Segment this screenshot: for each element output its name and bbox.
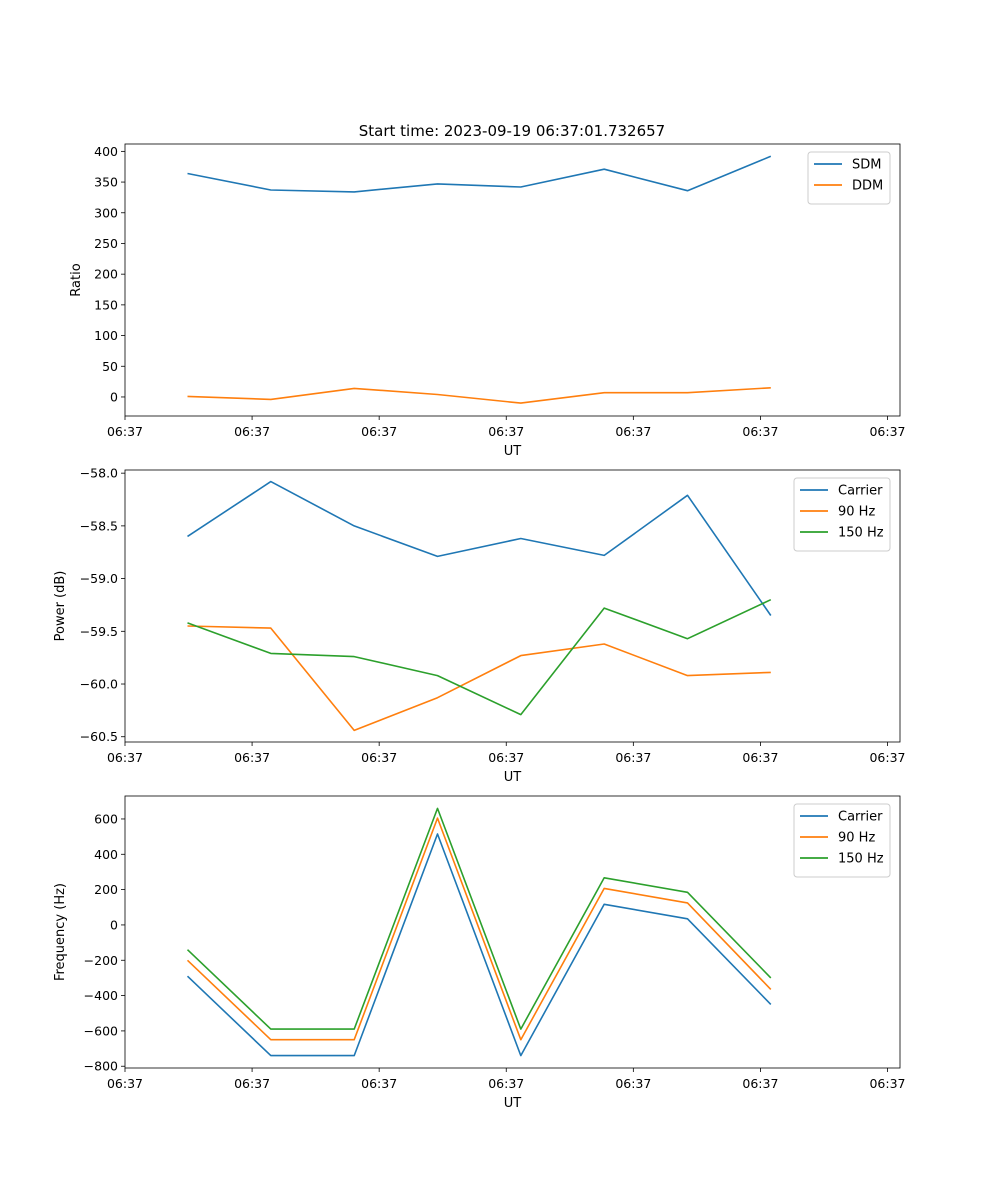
legend: SDM DDM [807, 151, 891, 205]
y-tick-label: −59.5 [80, 624, 118, 639]
x-tick-label: 06:37 [107, 1076, 143, 1091]
y-tick-label: 50 [102, 359, 118, 374]
legend-label: 150 Hz [838, 526, 884, 541]
y-tick-label: 100 [94, 328, 118, 343]
y-tick-label: −60.0 [80, 677, 118, 692]
x-tick-label: 06:37 [615, 1076, 651, 1091]
x-tick-label: 06:37 [107, 750, 143, 765]
x-tick-label: 06:37 [107, 424, 143, 439]
x-tick-label: 06:37 [742, 1076, 778, 1091]
y-tick-label: 250 [94, 236, 118, 251]
series-line-sdm [187, 155, 772, 193]
chart-panel-2: −60.5 −60.0 −59.5 −59.0 −58.5 −58.0 06:37 06:37… [53, 466, 906, 785]
x-tick-label: 06:37 [615, 750, 651, 765]
x-tick-label: 06:37 [742, 750, 778, 765]
series-line-90-hz [187, 625, 771, 732]
y-tick-label: 0 [110, 917, 118, 932]
y-tick-label: −600 [84, 1023, 118, 1038]
y-axis-label: Frequency (Hz) [53, 883, 68, 981]
y-tick-label: −200 [84, 953, 118, 968]
legend-label: DDM [852, 179, 883, 194]
series-line-ddm [187, 387, 771, 404]
x-tick-label: 06:37 [488, 750, 524, 765]
series-line-150-hz [186, 807, 772, 1030]
y-tick-label: 350 [94, 175, 118, 190]
y-tick-label: 600 [94, 811, 118, 826]
legend-label: Carrier [838, 484, 883, 499]
x-axis-label: UT [504, 770, 522, 785]
axes-frame [124, 795, 901, 1069]
y-tick-label: −800 [84, 1059, 118, 1074]
x-tick-label: 06:37 [234, 1076, 270, 1091]
series-line-carrier [187, 480, 772, 616]
legend: Carrier 90 Hz 150 Hz [793, 477, 891, 552]
y-tick-label: −59.0 [80, 571, 118, 586]
x-tick-label: 06:37 [361, 1076, 397, 1091]
axes-frame [124, 143, 901, 417]
series-line-90-hz [186, 817, 772, 1041]
x-tick-label: 06:37 [488, 424, 524, 439]
legend-label: Carrier [838, 810, 883, 825]
y-tick-label: −58.5 [80, 518, 118, 533]
series-line-carrier [186, 833, 772, 1057]
y-tick-label: 0 [110, 389, 118, 404]
series-line-150-hz [187, 598, 772, 716]
y-tick-label: −60.5 [80, 729, 118, 744]
y-tick-label: 200 [94, 882, 118, 897]
chart-panel-3: −800 −600 −400 −200 0 200 400 600 06:37 06:37 06:3… [53, 795, 906, 1111]
x-tick-label: 06:37 [742, 424, 778, 439]
x-tick-label: 06:37 [869, 1076, 905, 1091]
y-tick-label: 300 [94, 205, 118, 220]
x-tick-label: 06:37 [869, 750, 905, 765]
x-tick-label: 06:37 [615, 424, 651, 439]
x-tick-label: 06:37 [488, 1076, 524, 1091]
legend: Carrier 90 Hz 150 Hz [793, 803, 891, 878]
x-tick-label: 06:37 [361, 750, 397, 765]
y-axis-label: Power (dB) [53, 571, 68, 642]
legend-box [807, 151, 891, 205]
axes-frame [124, 469, 901, 743]
legend-label: 90 Hz [838, 831, 875, 846]
x-axis-label: UT [504, 1096, 522, 1111]
legend-label: SDM [852, 158, 881, 173]
x-tick-label: 06:37 [869, 424, 905, 439]
y-tick-label: 400 [94, 847, 118, 862]
y-tick-label: 400 [94, 144, 118, 159]
x-tick-label: 06:37 [234, 424, 270, 439]
y-tick-label: −400 [84, 988, 118, 1003]
figure-title: Start time: 2023-09-19 06:37:01.732657 [359, 122, 665, 140]
x-tick-label: 06:37 [361, 424, 397, 439]
x-axis-label: UT [504, 444, 522, 459]
legend-label: 90 Hz [838, 505, 875, 520]
y-tick-label: 200 [94, 267, 118, 282]
y-tick-label: −58.0 [80, 466, 118, 481]
y-axis-label: Ratio [69, 263, 84, 296]
y-tick-label: 150 [94, 297, 118, 312]
chart-panel-1: 0 50 100 150 200 250 300 350 400 06:37 06:37 06:37 0… [69, 143, 906, 459]
legend-label: 150 Hz [838, 852, 884, 867]
x-tick-label: 06:37 [234, 750, 270, 765]
